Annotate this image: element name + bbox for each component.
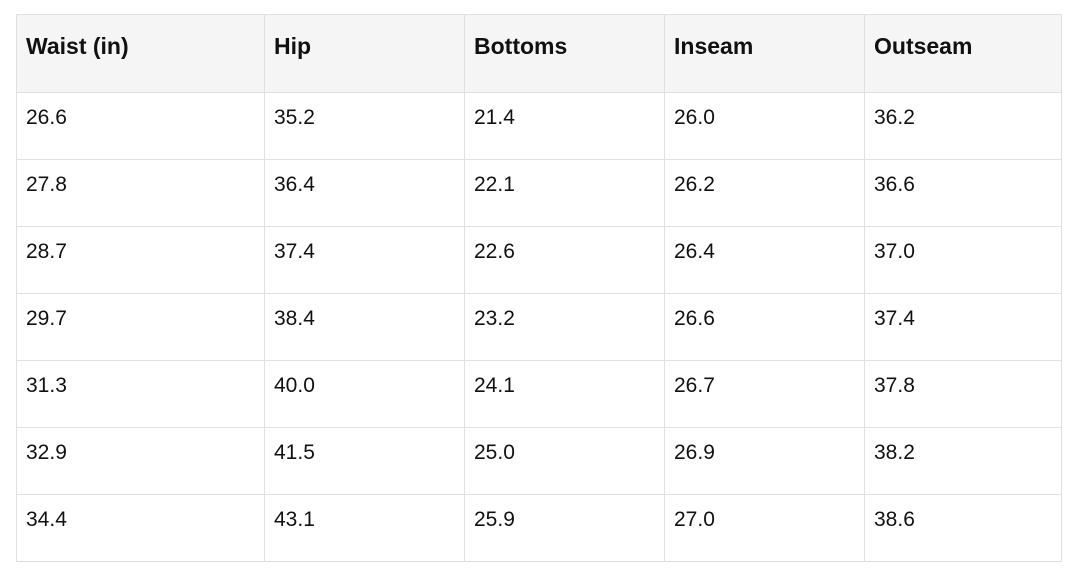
table-cell: 26.7: [664, 360, 865, 428]
table-cell: 36.4: [264, 159, 465, 227]
column-header-inseam: Inseam: [664, 14, 865, 93]
table-row: 34.4 43.1 25.9 27.0 38.6: [16, 494, 1062, 562]
table-cell: 24.1: [464, 360, 665, 428]
table-row: 29.7 38.4 23.2 26.6 37.4: [16, 293, 1062, 361]
table-row: 31.3 40.0 24.1 26.7 37.8: [16, 360, 1062, 428]
table-cell: 40.0: [264, 360, 465, 428]
table-cell: 26.2: [664, 159, 865, 227]
table-cell: 34.4: [16, 494, 265, 562]
table-cell: 22.1: [464, 159, 665, 227]
table-cell: 35.2: [264, 92, 465, 160]
table-cell: 27.0: [664, 494, 865, 562]
table-cell: 37.4: [264, 226, 465, 294]
table-cell: 26.4: [664, 226, 865, 294]
table-cell: 38.4: [264, 293, 465, 361]
table-cell: 21.4: [464, 92, 665, 160]
column-header-outseam: Outseam: [864, 14, 1062, 93]
table-cell: 22.6: [464, 226, 665, 294]
table-cell: 36.6: [864, 159, 1062, 227]
table-cell: 37.8: [864, 360, 1062, 428]
table-cell: 28.7: [16, 226, 265, 294]
table-cell: 26.6: [664, 293, 865, 361]
table-cell: 23.2: [464, 293, 665, 361]
table-row: 27.8 36.4 22.1 26.2 36.6: [16, 159, 1062, 227]
column-header-waist: Waist (in): [16, 14, 265, 93]
table-cell: 26.6: [16, 92, 265, 160]
table-row: 26.6 35.2 21.4 26.0 36.2: [16, 92, 1062, 160]
table-cell: 31.3: [16, 360, 265, 428]
header-row: Waist (in) Hip Bottoms Inseam Outseam: [16, 14, 1062, 93]
table-cell: 38.2: [864, 427, 1062, 495]
table-cell: 29.7: [16, 293, 265, 361]
table-cell: 41.5: [264, 427, 465, 495]
column-header-hip: Hip: [264, 14, 465, 93]
table-cell: 26.9: [664, 427, 865, 495]
table-cell: 36.2: [864, 92, 1062, 160]
table-cell: 43.1: [264, 494, 465, 562]
table-cell: 26.0: [664, 92, 865, 160]
table-cell: 27.8: [16, 159, 265, 227]
column-header-bottoms: Bottoms: [464, 14, 665, 93]
table-cell: 37.4: [864, 293, 1062, 361]
size-chart-table: Waist (in) Hip Bottoms Inseam Outseam 26…: [16, 14, 1062, 562]
table-cell: 25.0: [464, 427, 665, 495]
table-cell: 37.0: [864, 226, 1062, 294]
table-cell: 25.9: [464, 494, 665, 562]
table-cell: 38.6: [864, 494, 1062, 562]
size-chart-container: Waist (in) Hip Bottoms Inseam Outseam 26…: [16, 14, 1062, 562]
table-row: 32.9 41.5 25.0 26.9 38.2: [16, 427, 1062, 495]
table-row: 28.7 37.4 22.6 26.4 37.0: [16, 226, 1062, 294]
table-cell: 32.9: [16, 427, 265, 495]
